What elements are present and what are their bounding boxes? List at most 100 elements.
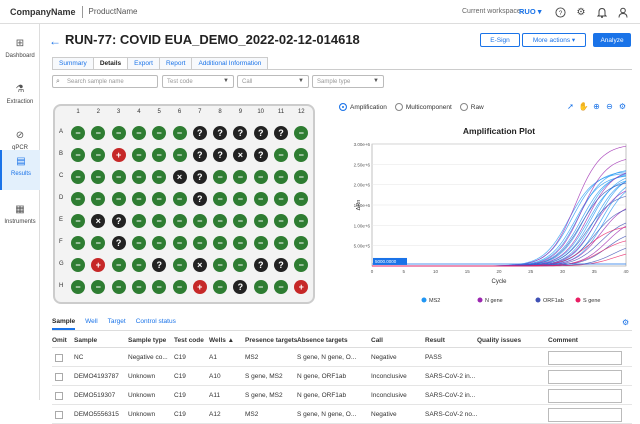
- back-arrow-icon[interactable]: ←: [49, 34, 61, 48]
- esign-button[interactable]: E-Sign: [480, 33, 520, 47]
- plate-well-H2[interactable]: −: [91, 280, 106, 294]
- plate-well-H4[interactable]: −: [131, 280, 146, 294]
- plate-well-G10[interactable]: ?: [253, 258, 268, 272]
- plate-well-D6[interactable]: −: [172, 192, 187, 206]
- plate-well-G5[interactable]: ?: [152, 258, 167, 272]
- column-header-wells[interactable]: Wells ▲: [209, 337, 235, 344]
- sidebar-item-results[interactable]: ▤ Results: [0, 150, 40, 190]
- plate-well-D4[interactable]: −: [131, 192, 146, 206]
- plate-well-E12[interactable]: −: [294, 214, 309, 228]
- search-input[interactable]: ⌕ Search sample name: [52, 75, 158, 88]
- cursor-icon[interactable]: ➚: [567, 102, 574, 111]
- plate-well-H9[interactable]: ?: [233, 280, 248, 294]
- plate-well-A6[interactable]: −: [172, 126, 187, 140]
- plate-well-F9[interactable]: −: [233, 236, 248, 250]
- plate-well-D10[interactable]: −: [253, 192, 268, 206]
- plate-well-F11[interactable]: −: [274, 236, 288, 250]
- plate-well-C8[interactable]: −: [213, 170, 228, 184]
- sample-type-select[interactable]: Sample type ▼: [312, 75, 384, 88]
- tab-export[interactable]: Export: [127, 57, 160, 69]
- column-header-sample-type[interactable]: Sample type: [128, 337, 167, 344]
- plate-well-E10[interactable]: −: [253, 214, 268, 228]
- plate-well-H1[interactable]: −: [71, 280, 85, 294]
- plate-well-C5[interactable]: −: [152, 170, 167, 184]
- plate-well-G12[interactable]: −: [294, 258, 309, 272]
- tab-control-status[interactable]: Control status: [135, 318, 176, 325]
- sidebar-item-instruments[interactable]: ▦ Instruments: [0, 198, 40, 244]
- omit-checkbox[interactable]: [55, 392, 63, 400]
- sidebar-item-qpcr[interactable]: ⊘ qPCR: [0, 124, 40, 170]
- plate-well-E4[interactable]: −: [131, 214, 146, 228]
- table-row[interactable]: [52, 349, 632, 367]
- plate-well-G1[interactable]: −: [71, 258, 85, 272]
- pan-icon[interactable]: ✋: [578, 102, 589, 111]
- tab-well[interactable]: Well: [85, 318, 98, 325]
- plate-well-H8[interactable]: −: [213, 280, 228, 294]
- plate-well-B12[interactable]: −: [294, 148, 309, 162]
- plate-well-B3[interactable]: +: [111, 148, 126, 162]
- plate-well-C12[interactable]: −: [294, 170, 309, 184]
- tab-summary[interactable]: Summary: [52, 57, 94, 69]
- plate-well-C2[interactable]: −: [91, 170, 106, 184]
- plate-well-A8[interactable]: ?: [213, 126, 228, 140]
- plate-well-F12[interactable]: −: [294, 236, 309, 250]
- plate-well-G3[interactable]: −: [111, 258, 126, 272]
- plate-well-C6[interactable]: ×: [172, 170, 187, 184]
- tab-sample[interactable]: Sample: [52, 318, 76, 330]
- radio-multicomponent[interactable]: Multicomponent: [394, 103, 452, 111]
- plate-well-E11[interactable]: −: [274, 214, 288, 228]
- plate-well-B6[interactable]: −: [172, 148, 187, 162]
- plate-well-D1[interactable]: −: [71, 192, 85, 206]
- plate-well-A3[interactable]: −: [111, 126, 126, 140]
- zoom-in-icon[interactable]: ⊕: [593, 102, 600, 111]
- plate-well-B9[interactable]: ×: [233, 148, 248, 162]
- column-header-omit[interactable]: Omit: [52, 337, 67, 344]
- help-icon[interactable]: ?: [554, 6, 566, 18]
- zoom-out-icon[interactable]: ⊖: [606, 102, 613, 111]
- plate-well-H10[interactable]: −: [253, 280, 268, 294]
- table-row[interactable]: [52, 368, 632, 386]
- brand-name[interactable]: CompanyName: [10, 6, 76, 17]
- comment-input[interactable]: [548, 370, 622, 384]
- plate-well-B1[interactable]: −: [71, 148, 85, 162]
- plate-well-F7[interactable]: −: [192, 236, 207, 250]
- plate-well-F3[interactable]: ?: [111, 236, 126, 250]
- plate-well-F4[interactable]: −: [131, 236, 146, 250]
- plate-well-G7[interactable]: ×: [192, 258, 207, 272]
- table-settings-icon[interactable]: ⚙: [622, 318, 630, 327]
- plate-well-D3[interactable]: −: [111, 192, 126, 206]
- settings-icon[interactable]: ⚙: [576, 6, 586, 18]
- column-header-absence-targets[interactable]: Absence targets: [297, 337, 348, 344]
- test-code-select[interactable]: Test code ▼: [162, 75, 234, 88]
- comment-input[interactable]: [548, 408, 622, 422]
- plate-well-G11[interactable]: ?: [274, 258, 288, 272]
- plate-well-B4[interactable]: −: [131, 148, 146, 162]
- plate-well-B7[interactable]: ?: [192, 148, 207, 162]
- plate-well-F5[interactable]: −: [152, 236, 167, 250]
- plate-well-C11[interactable]: −: [274, 170, 288, 184]
- tab-details[interactable]: Details: [92, 57, 129, 69]
- call-select[interactable]: Call ▼: [237, 75, 309, 88]
- workspace-selector[interactable]: RUO ▾: [519, 7, 542, 16]
- omit-checkbox[interactable]: [55, 373, 63, 381]
- plate-well-A10[interactable]: ?: [253, 126, 268, 140]
- comment-input[interactable]: [548, 351, 622, 365]
- plate-well-H11[interactable]: −: [274, 280, 288, 294]
- plate-well-F2[interactable]: −: [91, 236, 106, 250]
- plate-well-D11[interactable]: −: [274, 192, 288, 206]
- plate-well-A11[interactable]: ?: [274, 126, 288, 140]
- plate-well-C10[interactable]: −: [253, 170, 268, 184]
- plate-well-E8[interactable]: −: [213, 214, 228, 228]
- radio-amplification[interactable]: Amplification: [339, 103, 387, 111]
- plate-well-D7[interactable]: ?: [192, 192, 207, 206]
- plate-well-E2[interactable]: ×: [91, 214, 106, 228]
- user-icon[interactable]: [617, 6, 629, 18]
- plate-well-G4[interactable]: −: [131, 258, 146, 272]
- column-header-result[interactable]: Result: [425, 337, 445, 344]
- plate-well-H12[interactable]: +: [294, 280, 309, 294]
- plate-well-A5[interactable]: −: [152, 126, 167, 140]
- plate-well-A2[interactable]: −: [91, 126, 106, 140]
- plate-well-E6[interactable]: −: [172, 214, 187, 228]
- plate-well-C7[interactable]: ?: [192, 170, 207, 184]
- plate-well-F1[interactable]: −: [71, 236, 85, 250]
